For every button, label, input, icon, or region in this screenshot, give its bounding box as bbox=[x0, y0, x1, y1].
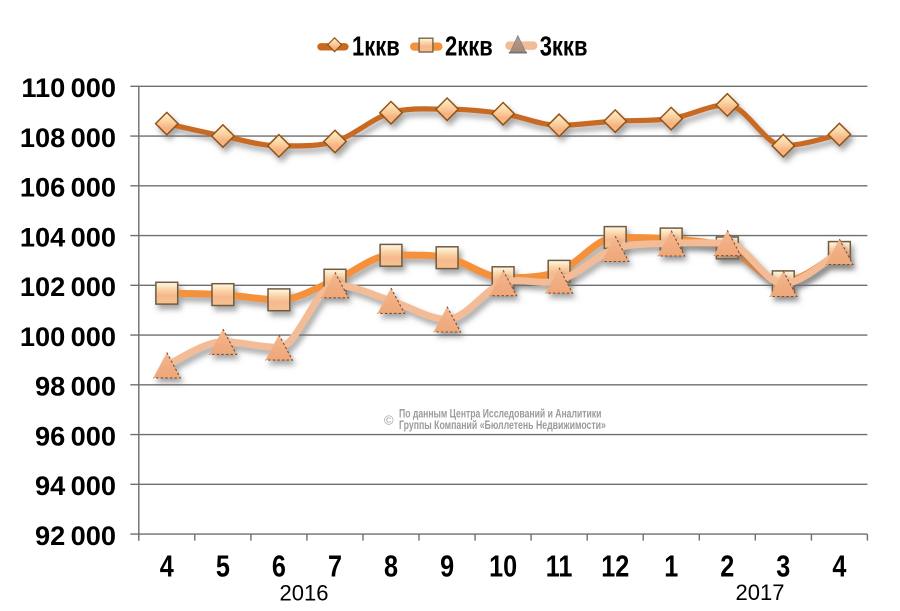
svg-text:94 000: 94 000 bbox=[35, 470, 116, 501]
svg-text:12: 12 bbox=[601, 548, 629, 583]
svg-text:5: 5 bbox=[216, 548, 230, 583]
svg-text:104 000: 104 000 bbox=[20, 221, 116, 252]
svg-text:1: 1 bbox=[664, 548, 678, 583]
svg-text:2ккв: 2ккв bbox=[445, 31, 493, 62]
svg-text:Группы Компаний «Бюллетень Нед: Группы Компаний «Бюллетень Недвижимости» bbox=[399, 420, 606, 432]
svg-text:2016: 2016 bbox=[280, 581, 329, 606]
svg-text:2: 2 bbox=[720, 548, 734, 583]
svg-text:©: © bbox=[384, 413, 394, 428]
svg-text:96 000: 96 000 bbox=[35, 420, 116, 451]
svg-text:110 000: 110 000 bbox=[21, 72, 116, 103]
svg-text:6: 6 bbox=[272, 548, 286, 583]
svg-text:2017: 2017 bbox=[736, 580, 785, 605]
svg-text:102 000: 102 000 bbox=[20, 271, 116, 302]
svg-text:8: 8 bbox=[384, 548, 398, 583]
svg-text:10: 10 bbox=[489, 548, 517, 583]
svg-text:100 000: 100 000 bbox=[20, 321, 116, 352]
svg-text:7: 7 bbox=[328, 548, 342, 583]
svg-text:3: 3 bbox=[776, 548, 790, 583]
svg-text:4: 4 bbox=[160, 548, 174, 583]
svg-text:9: 9 bbox=[440, 548, 454, 583]
svg-text:11: 11 bbox=[546, 548, 573, 583]
svg-text:По данным Центра Исследований: По данным Центра Исследований и Аналитик… bbox=[399, 408, 601, 420]
svg-text:1ккв: 1ккв bbox=[352, 31, 400, 62]
svg-text:106 000: 106 000 bbox=[20, 172, 116, 203]
svg-text:3ккв: 3ккв bbox=[540, 31, 588, 62]
svg-text:4: 4 bbox=[832, 548, 846, 583]
svg-text:98 000: 98 000 bbox=[35, 371, 116, 402]
svg-text:108 000: 108 000 bbox=[20, 122, 116, 153]
svg-text:92 000: 92 000 bbox=[35, 520, 116, 551]
